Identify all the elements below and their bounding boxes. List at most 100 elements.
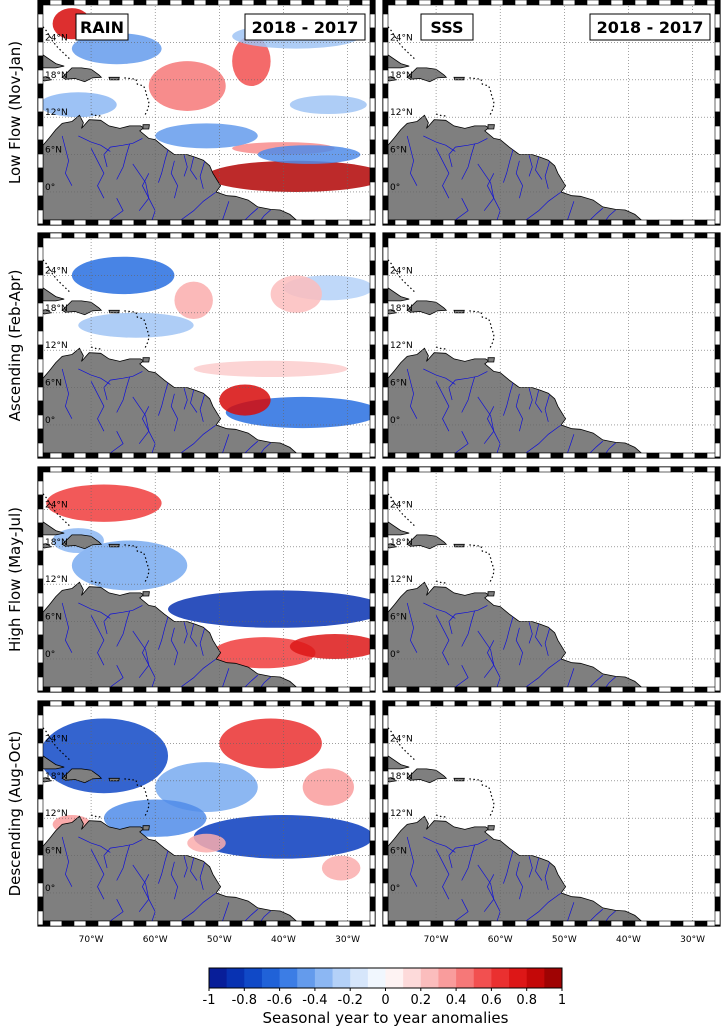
river-8: [567, 434, 575, 453]
river-2: [461, 610, 475, 647]
river-16: [455, 431, 469, 453]
colorbar-tick-label: -0.4: [302, 993, 327, 1008]
land: [388, 259, 642, 453]
river-1: [448, 371, 488, 401]
river-6: [199, 628, 205, 656]
landmass-4: [108, 543, 120, 548]
panel-sss-0: 0° 6°N 12°N 18°N 24°N SSS 2018 - 2017: [382, 0, 721, 226]
row-label: Descending (Aug-Oct): [6, 731, 24, 897]
river-0: [477, 163, 501, 220]
colorbar-tick-label: 0.8: [516, 993, 537, 1008]
river-13: [90, 148, 105, 199]
anomaly-negative-4: [71, 540, 188, 591]
landmass-4: [453, 309, 465, 314]
land: [43, 493, 297, 687]
landmass-1: [388, 521, 410, 536]
rivers: [406, 602, 616, 687]
rivers: [61, 368, 271, 453]
river-6: [544, 862, 550, 890]
lat-tick-label: 18°N: [390, 772, 413, 782]
period-label: 2018 - 2017: [597, 18, 704, 37]
x-axis-ticks: 70°W 60°W 50°W 40°W 30°W 70°W 60°W 50°W 40°W 30°W: [79, 935, 705, 945]
row-labels: Low Flow (Nov-Jan) Ascending (Feb-Apr) Hig…: [6, 41, 24, 897]
landmass-5: [487, 124, 495, 130]
panel-sss-2: 0° 6°N 12°N 18°N 24°N: [382, 466, 721, 693]
river-2: [461, 376, 475, 413]
rivers: [406, 836, 616, 921]
landmass-1: [43, 287, 65, 302]
river-9: [589, 674, 604, 687]
anomaly-negative-1: [193, 815, 370, 859]
river-4: [183, 622, 188, 644]
gridlines: [43, 5, 370, 220]
river-0: [132, 864, 156, 921]
colorbar-label: Seasonal year to year anomalies: [263, 1009, 509, 1027]
river-13: [435, 615, 450, 666]
river-15: [138, 173, 150, 211]
panel-title: RAIN: [80, 18, 124, 37]
lat-tick-label: 0°: [45, 416, 55, 426]
anomaly-field: [43, 718, 370, 881]
river-5: [535, 624, 543, 647]
river-9: [244, 207, 259, 220]
lat-tick-label: 24°N: [390, 734, 413, 744]
river-4: [183, 155, 188, 177]
river-7: [180, 424, 217, 453]
island-chain-0: [43, 26, 72, 61]
river-9: [244, 440, 259, 453]
gridlines: [388, 5, 715, 220]
river-16: [110, 198, 124, 220]
river-4: [183, 856, 188, 878]
lat-tick-label: 12°N: [45, 341, 68, 351]
river-13: [90, 381, 105, 432]
anomaly-positive-4: [219, 718, 322, 769]
river-2: [116, 844, 130, 881]
landmass-1: [43, 54, 65, 69]
river-3: [158, 382, 169, 416]
river-2: [461, 143, 475, 180]
anomaly-negative-10: [43, 92, 117, 118]
river-7: [180, 658, 217, 687]
period-label: 2018 - 2017: [252, 18, 359, 37]
river-8: [567, 668, 575, 687]
colorbar-tick-label: -0.6: [267, 993, 292, 1008]
river-11: [78, 602, 111, 619]
river-12: [406, 836, 418, 887]
gridlines: [43, 472, 370, 687]
lon-tick-label: 40°W: [616, 935, 641, 945]
river-6: [199, 862, 205, 890]
land: [43, 26, 297, 220]
river-3: [503, 616, 514, 650]
anomaly-positive-6: [193, 360, 348, 377]
island-chain-0: [388, 26, 417, 61]
colorbar-swatch: [350, 968, 369, 988]
lat-tick-label: 24°N: [45, 500, 68, 510]
river-3: [158, 149, 169, 183]
river-8: [567, 902, 575, 921]
river-3: [503, 149, 514, 183]
river-4: [528, 388, 533, 410]
lat-tick-label: 18°N: [390, 304, 413, 314]
landmass-1: [388, 755, 410, 770]
colorbar-tick-label: 1: [558, 993, 566, 1008]
lat-tick-label: 24°N: [390, 33, 413, 43]
river-15: [138, 640, 150, 678]
lat-tick-label: 18°N: [390, 538, 413, 548]
river-16: [455, 665, 469, 687]
row-label: High Flow (May-Jul): [6, 507, 24, 652]
river-0: [132, 163, 156, 220]
anomaly-positive-6: [321, 855, 361, 881]
river-15: [483, 640, 495, 678]
river-1: [103, 605, 143, 635]
lat-tick-label: 0°: [390, 650, 400, 660]
river-11: [78, 368, 111, 385]
lat-tick-label: 24°N: [390, 500, 413, 510]
river-12: [61, 368, 73, 419]
colorbar-tick-label: -0.8: [232, 993, 257, 1008]
river-0: [132, 630, 156, 687]
panel-rain-2: 0° 6°N 12°N 18°N 24°N: [37, 466, 376, 693]
lat-tick-label: 12°N: [390, 809, 413, 819]
river-9: [589, 440, 604, 453]
landmass-4: [453, 543, 465, 548]
colorbar-swatch: [420, 968, 439, 988]
